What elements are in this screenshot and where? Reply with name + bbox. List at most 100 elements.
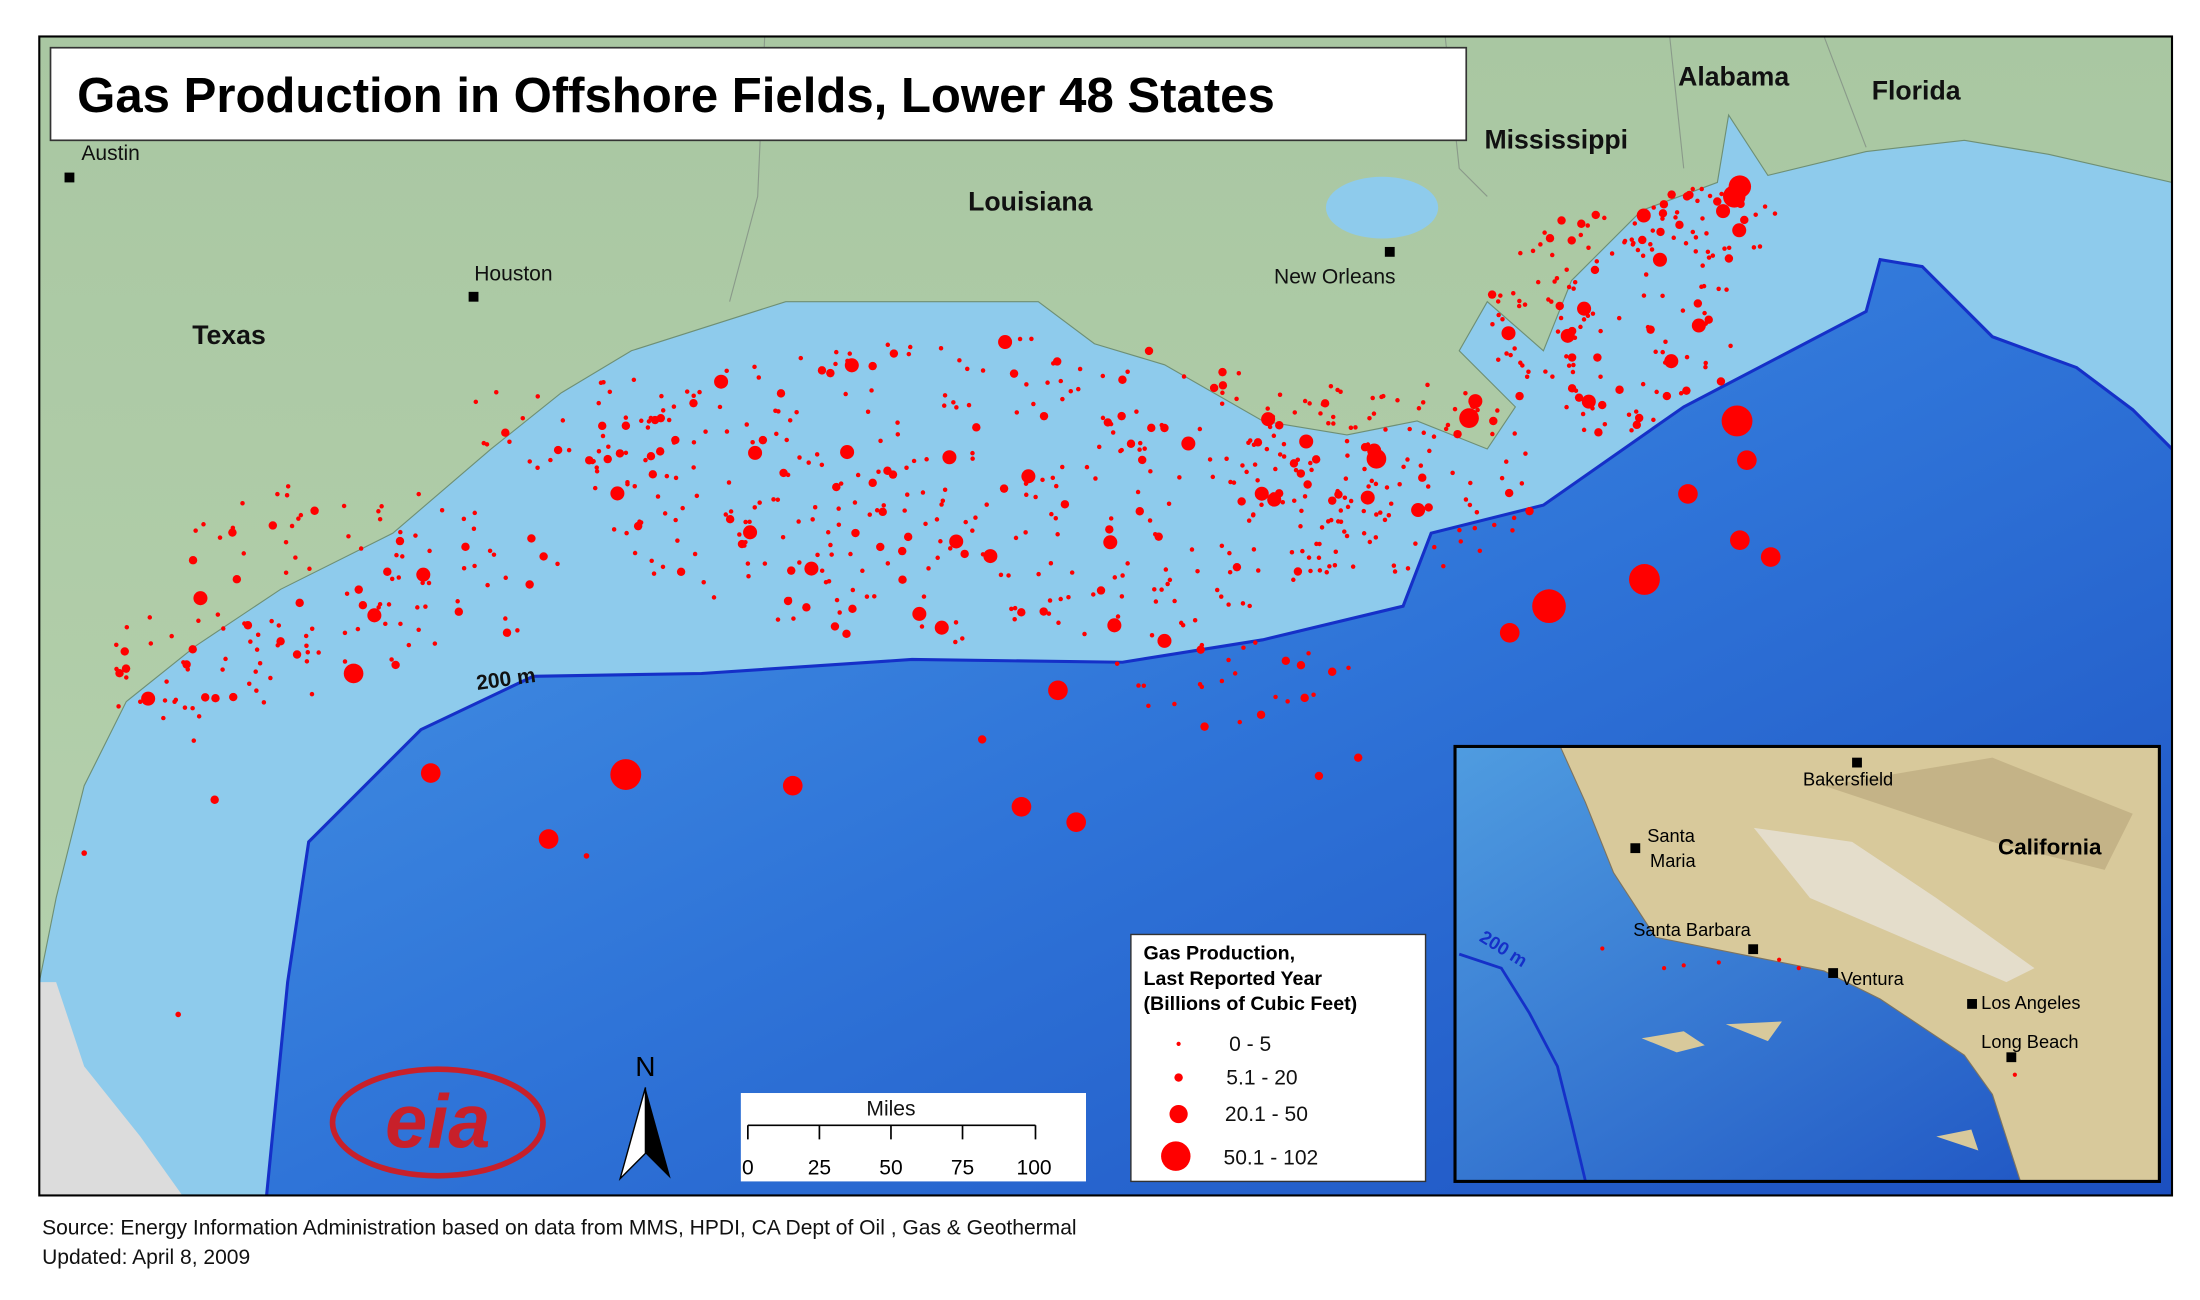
field-dot [717, 404, 723, 410]
field-dot [1652, 252, 1667, 267]
field-dot [377, 601, 383, 607]
field-dot [1510, 528, 1515, 533]
field-dot [1693, 235, 1699, 240]
field-dot [694, 493, 700, 499]
field-dot [316, 650, 321, 655]
field-dot [114, 642, 119, 648]
field-dot [1658, 209, 1668, 218]
field-dot [1450, 470, 1455, 476]
field-dot [1350, 564, 1356, 569]
field-dot [1420, 400, 1426, 405]
field-dot [1424, 503, 1433, 512]
field-dot [1006, 573, 1011, 578]
field-dot [1069, 570, 1075, 575]
field-dot [1181, 436, 1196, 451]
field-dot [1713, 197, 1722, 206]
field-dot [1425, 382, 1430, 388]
field-dot [346, 534, 351, 539]
field-dot [188, 556, 198, 565]
field-dot [1564, 354, 1569, 359]
field-dot [797, 455, 802, 460]
field-dot [1401, 464, 1406, 470]
field-dot [1656, 227, 1665, 237]
field-dot [188, 645, 197, 654]
field-dot [1062, 502, 1067, 508]
field-dot [908, 344, 913, 350]
field-dot [1348, 425, 1354, 430]
field-dot [1716, 204, 1731, 219]
field-dot [810, 517, 815, 522]
field-dot [1343, 476, 1349, 481]
legend-box [1130, 933, 1427, 1183]
inset-place: Santa Barbara [1633, 919, 1751, 940]
field-dot [1684, 354, 1690, 360]
map-layer: 200 m Gas Production in Offshore Fields,… [38, 35, 2174, 1269]
field-dot [1615, 385, 1624, 394]
field-dot [847, 351, 853, 356]
field-dot [1495, 299, 1501, 304]
field-dot [293, 555, 298, 560]
field-dot [283, 539, 289, 545]
field-dot [1538, 242, 1543, 247]
field-dot [1353, 753, 1363, 762]
place-label: New Orleans [1274, 265, 1396, 288]
field-dot [1643, 272, 1649, 277]
field-dot [344, 591, 350, 596]
field-dot [193, 591, 208, 606]
field-dot [527, 534, 536, 543]
field-dot [998, 335, 1013, 350]
field-dot [1058, 378, 1064, 384]
field-dot [643, 457, 648, 463]
field-dot [1629, 237, 1635, 242]
field-dot [406, 642, 412, 648]
field-dot [1680, 308, 1686, 313]
scale-tick-label: 100 [1017, 1156, 1052, 1179]
field-dot [1141, 683, 1147, 688]
field-dot [1353, 425, 1358, 430]
field-dot [867, 512, 873, 517]
field-dot [1598, 374, 1603, 379]
field-dot [1273, 694, 1278, 700]
field-dot [942, 487, 948, 493]
field-dot [386, 602, 392, 607]
field-dot [343, 663, 364, 684]
field-dot [1371, 411, 1377, 416]
field-dot [1704, 231, 1709, 236]
state-label: Louisiana [968, 186, 1093, 216]
field-dot [1722, 246, 1727, 251]
field-dot [1012, 605, 1018, 611]
field-dot [501, 428, 510, 437]
field-dot [819, 568, 825, 573]
field-dot [1690, 186, 1695, 192]
field-dot [471, 526, 477, 532]
field-dot [744, 422, 749, 427]
field-dot [295, 598, 304, 608]
field-dot [1253, 438, 1263, 447]
field-dot [1581, 394, 1596, 409]
field-dot [646, 451, 656, 461]
field-dot [845, 358, 850, 364]
field-dot [182, 660, 191, 669]
field-dot [1416, 406, 1422, 411]
field-dot [625, 481, 630, 487]
field-dot [1237, 497, 1246, 506]
field-dot [1721, 405, 1753, 437]
inset-place: Los Angeles [1981, 992, 2080, 1013]
title: Gas Production in Offshore Fields, Lower… [77, 69, 1275, 123]
field-dot [416, 567, 431, 582]
field-dot [1360, 490, 1375, 505]
field-dot [648, 470, 658, 479]
field-dot [834, 349, 839, 355]
field-dot [1050, 475, 1056, 481]
field-dot [865, 409, 871, 415]
field-dot [1137, 440, 1143, 446]
field-dot [1554, 276, 1560, 281]
field-dot [1432, 544, 1437, 550]
field-dot [691, 440, 697, 445]
field-dot [671, 440, 677, 445]
field-dot [275, 491, 280, 497]
field-dot [1699, 284, 1704, 290]
field-dot [1512, 346, 1517, 351]
field-dot [855, 472, 861, 478]
field-dot [389, 657, 394, 662]
